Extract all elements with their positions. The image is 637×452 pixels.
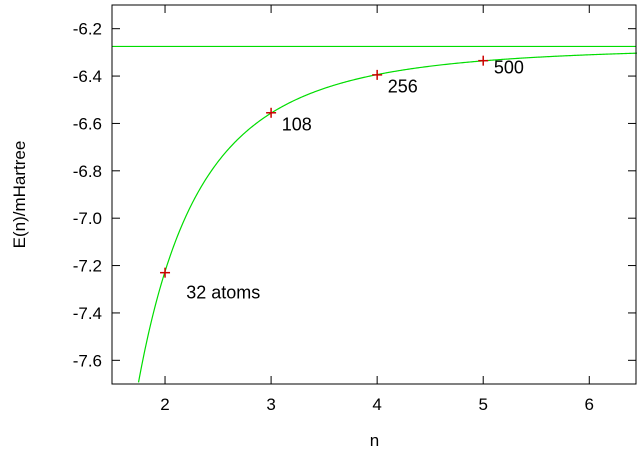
y-tick-label: -7.4 <box>73 304 102 323</box>
point-annotation: 500 <box>494 58 524 78</box>
point-annotation: 108 <box>282 115 312 135</box>
x-tick-label: 5 <box>478 395 487 414</box>
x-tick-label: 4 <box>372 395 381 414</box>
y-tick-label: -6.6 <box>73 114 102 133</box>
x-axis-label: n <box>370 431 379 450</box>
x-tick-label: 6 <box>585 395 594 414</box>
y-tick-label: -7.0 <box>73 209 102 228</box>
fit-curve <box>137 52 637 383</box>
y-tick-label: -6.2 <box>73 20 102 39</box>
y-tick-label: -6.8 <box>73 162 102 181</box>
plot-frame <box>111 4 637 385</box>
point-annotation: 32 atoms <box>186 283 260 303</box>
y-axis-label: E(n)/mHartree <box>10 141 29 249</box>
tick-layer: 2 3 4 5 6 -7.6 -7.4 -7.2 -7.0 -6.8 -6.6 -6.4 -6.2 <box>73 5 636 414</box>
y-tick-label: -7.6 <box>73 351 102 370</box>
fit-layer <box>112 45 637 383</box>
data-point <box>160 267 171 278</box>
data-point <box>478 55 489 66</box>
x-tick-label: 3 <box>266 395 275 414</box>
points-layer <box>160 55 489 278</box>
x-tick-label: 2 <box>160 395 169 414</box>
point-annotation: 256 <box>388 77 418 97</box>
y-tick-label: -6.4 <box>73 67 102 86</box>
y-tick-label: -7.2 <box>73 257 102 276</box>
data-point <box>372 69 383 80</box>
annotation-layer: 32 atoms 108 256 500 <box>186 58 524 303</box>
data-point <box>266 107 277 118</box>
